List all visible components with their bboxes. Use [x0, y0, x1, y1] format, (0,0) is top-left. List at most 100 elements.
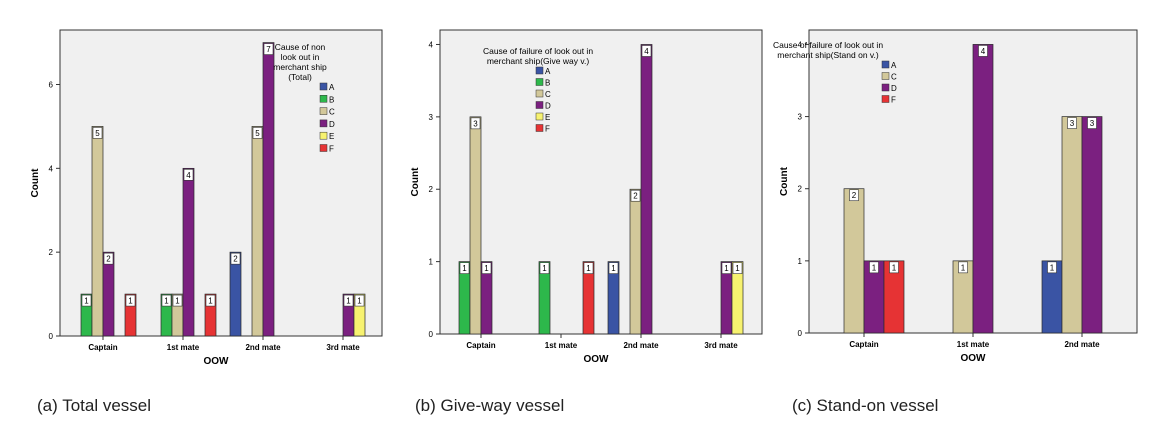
caption-stand-on: (c) Stand-on vessel: [792, 396, 939, 415]
legend-label-d: D: [891, 84, 897, 93]
x-tick-label: Captain: [466, 341, 495, 350]
y-axis-label: Count: [410, 167, 421, 197]
bar-f: [124, 293, 137, 337]
data-label: 1: [892, 263, 897, 272]
legend-label-e: E: [329, 132, 334, 141]
bar-d: [182, 167, 195, 337]
bar-d: [262, 42, 275, 337]
plot-area: [439, 29, 763, 335]
legend-swatch-b: [535, 78, 544, 86]
legend-title-line: (Total): [288, 72, 312, 82]
data-label-box: [958, 261, 968, 274]
x-axis-label: OOW: [204, 356, 230, 367]
legend-label-d: D: [329, 120, 335, 129]
legend-swatch-f: [319, 144, 328, 152]
data-label-box: [125, 294, 136, 307]
data-label-box: [539, 262, 550, 274]
legend-swatch-e: [319, 131, 328, 140]
legend-swatch-c: [535, 89, 544, 98]
data-label: 2: [633, 192, 638, 201]
y-tick-label: 1: [429, 258, 434, 267]
bar-a: [607, 261, 620, 335]
data-label-box: [81, 294, 92, 307]
chart-panel-total: 0 2 4 6 Count OOW Captain 1 5 2 1 1st mate 1 1 4 1 2nd m…: [20, 28, 385, 383]
data-label: 1: [1050, 263, 1055, 272]
data-label: 2: [852, 191, 857, 200]
data-label: 4: [644, 47, 649, 56]
legend-swatch-d: [319, 119, 328, 128]
data-label: 1: [961, 263, 966, 272]
y-tick-label: 0: [429, 330, 434, 339]
legend-swatch-c: [881, 72, 890, 80]
caption-give-way: (b) Give-way vessel: [415, 396, 565, 415]
legend-swatch-d: [881, 83, 890, 92]
legend-label-d: D: [545, 102, 551, 111]
data-label-box: [205, 294, 216, 307]
bar-c: [469, 116, 482, 335]
x-tick-label: Captain: [849, 340, 878, 349]
x-axis-label: OOW: [961, 353, 987, 364]
y-tick-label: 2: [798, 185, 803, 194]
legend-swatch-a: [881, 60, 890, 69]
legend-title-line: merchant ship(Stand on v.): [777, 50, 879, 60]
x-tick-label: 2nd mate: [1064, 340, 1100, 349]
data-label-box: [161, 294, 172, 307]
legend-title-line: Cause of failure of look out in: [483, 46, 593, 56]
data-label-box: [183, 169, 194, 181]
legend-label-c: C: [545, 90, 551, 99]
data-label: 1: [542, 264, 547, 273]
bar-e: [353, 293, 366, 337]
y-tick-label: 0: [798, 329, 803, 338]
x-axis-label: OOW: [584, 354, 610, 365]
data-label-box: [354, 294, 365, 307]
data-label: 1: [586, 264, 591, 273]
bar-f: [204, 293, 217, 337]
data-label-box: [481, 262, 492, 274]
bar-d: [480, 261, 493, 335]
bar-f: [582, 261, 595, 335]
legend-label-b: B: [329, 95, 334, 104]
data-label-box: [849, 189, 859, 202]
data-label-box: [1067, 117, 1077, 129]
y-tick-label: 2: [49, 248, 54, 257]
x-tick-label: 2nd mate: [245, 343, 281, 352]
data-label-box: [459, 262, 470, 274]
bar-c: [91, 126, 104, 337]
data-label: 1: [872, 263, 877, 272]
data-label: 3: [473, 119, 478, 128]
data-label: 4: [186, 171, 191, 180]
bar-e: [731, 261, 744, 335]
legend-title-line: merchant ship: [273, 62, 327, 72]
legend-label-b: B: [545, 79, 550, 88]
bar-d: [1081, 116, 1103, 334]
x-tick-label: 1st mate: [545, 341, 578, 350]
data-label: 5: [95, 129, 100, 138]
data-label: 7: [266, 45, 271, 54]
x-tick-label: 3rd mate: [326, 343, 360, 352]
legend-label-e: E: [545, 113, 550, 122]
legend-swatch-a: [319, 82, 328, 91]
legend-title-line: look out in: [281, 52, 320, 62]
legend-label-a: A: [329, 83, 335, 92]
data-label-box: [641, 45, 652, 57]
data-label-box: [263, 43, 274, 55]
legend-swatch-f: [535, 124, 544, 132]
data-label-box: [732, 262, 743, 274]
data-label-box: [252, 127, 263, 139]
legend-swatch-b: [319, 95, 328, 103]
y-axis-label: Count: [30, 168, 41, 198]
legend-label-a: A: [545, 67, 551, 76]
x-tick-label: 3rd mate: [704, 341, 738, 350]
legend-label-c: C: [891, 73, 897, 82]
legend-swatch-a: [535, 66, 544, 75]
data-label-box: [172, 294, 183, 307]
chart-stand-on: 0 1 2 3 4 Count OOW Captain 2 1 1 1st mate 1 4 2nd mat…: [773, 29, 1138, 364]
legend-label-c: C: [329, 108, 335, 117]
legend-swatch-d: [535, 101, 544, 109]
data-label-box: [92, 127, 103, 139]
y-tick-label: 0: [49, 332, 54, 341]
y-tick-label: 2: [429, 185, 434, 194]
data-label: 1: [84, 297, 89, 306]
